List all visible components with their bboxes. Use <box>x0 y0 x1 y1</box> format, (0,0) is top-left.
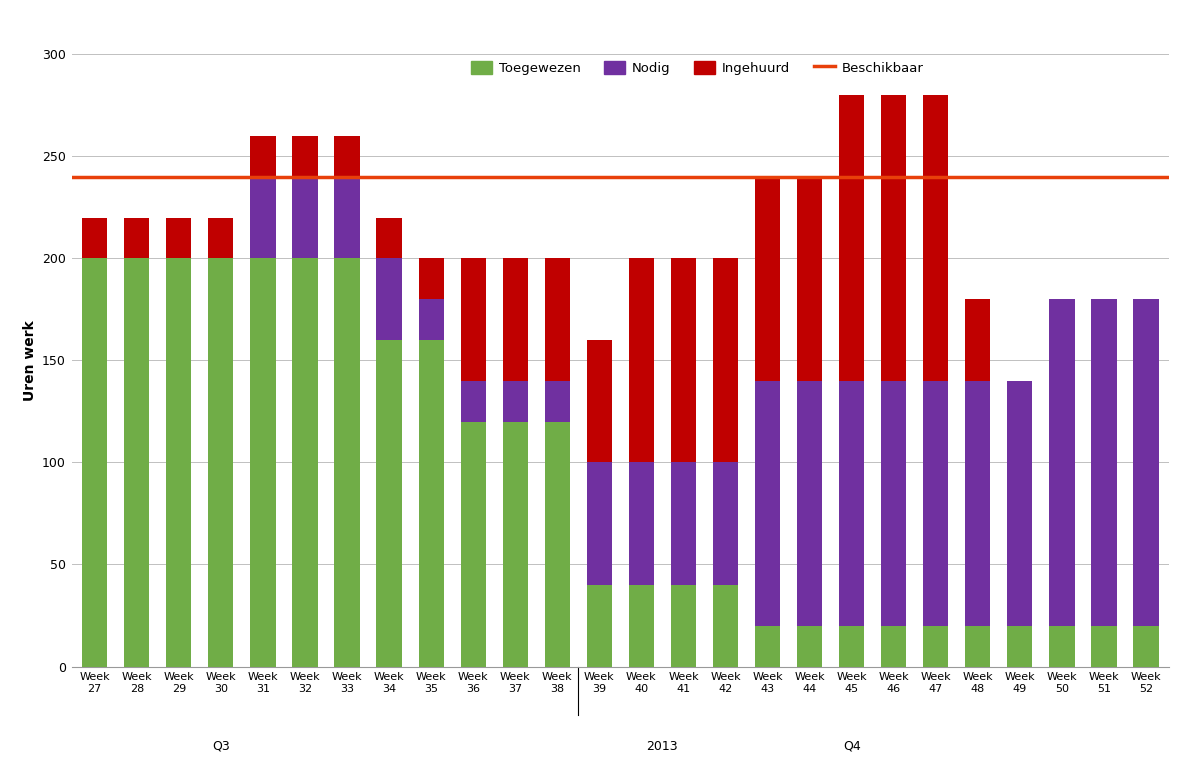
Bar <box>419 340 444 666</box>
Bar <box>755 381 780 625</box>
Bar <box>1092 625 1117 666</box>
Bar <box>209 258 234 666</box>
Bar <box>670 463 696 585</box>
Bar <box>587 585 612 666</box>
Bar <box>587 463 612 585</box>
Bar <box>334 136 359 177</box>
Bar <box>419 299 444 340</box>
Bar <box>1092 299 1117 625</box>
Bar <box>965 625 990 666</box>
Bar <box>882 381 907 625</box>
Bar <box>797 625 822 666</box>
Bar <box>713 585 738 666</box>
Bar <box>545 381 570 422</box>
Bar <box>502 422 527 666</box>
Bar <box>377 340 402 666</box>
Bar <box>251 258 276 666</box>
Bar <box>545 422 570 666</box>
Bar <box>670 585 696 666</box>
Bar <box>670 258 696 463</box>
Bar <box>965 381 990 625</box>
Bar <box>502 381 527 422</box>
Bar <box>377 258 402 340</box>
Bar <box>755 177 780 381</box>
Bar <box>292 177 317 258</box>
Bar <box>797 177 822 381</box>
Bar <box>1007 381 1032 625</box>
Bar <box>334 177 359 258</box>
Bar <box>502 258 527 381</box>
Bar <box>965 299 990 381</box>
Bar <box>839 381 864 625</box>
Bar <box>82 218 107 258</box>
Bar <box>124 218 149 258</box>
Bar <box>1007 625 1032 666</box>
Legend: Toegewezen, Nodig, Ingehuurd, Beschikbaar: Toegewezen, Nodig, Ingehuurd, Beschikbaa… <box>471 61 923 74</box>
Bar <box>923 381 948 625</box>
Bar <box>923 95 948 381</box>
Bar <box>460 258 486 381</box>
Text: Q4: Q4 <box>842 740 860 753</box>
Bar <box>1050 625 1075 666</box>
Y-axis label: Uren werk: Uren werk <box>23 320 37 401</box>
Bar <box>166 258 191 666</box>
Bar <box>124 258 149 666</box>
Bar <box>923 625 948 666</box>
Bar <box>629 463 654 585</box>
Bar <box>587 340 612 463</box>
Bar <box>377 218 402 258</box>
Bar <box>755 625 780 666</box>
Bar <box>251 136 276 177</box>
Bar <box>1133 625 1158 666</box>
Bar <box>251 177 276 258</box>
Text: Q3: Q3 <box>212 740 230 753</box>
Bar <box>545 258 570 381</box>
Bar <box>460 381 486 422</box>
Bar <box>629 258 654 463</box>
Bar <box>797 381 822 625</box>
Bar <box>82 258 107 666</box>
Bar <box>629 585 654 666</box>
Bar <box>713 463 738 585</box>
Bar <box>460 422 486 666</box>
Bar <box>882 625 907 666</box>
Bar <box>1050 299 1075 625</box>
Bar <box>839 95 864 381</box>
Text: 2013: 2013 <box>647 740 679 753</box>
Bar <box>292 258 317 666</box>
Bar <box>166 218 191 258</box>
Bar <box>713 258 738 463</box>
Bar <box>419 258 444 299</box>
Bar <box>1133 299 1158 625</box>
Bar <box>292 136 317 177</box>
Bar <box>839 625 864 666</box>
Bar <box>334 258 359 666</box>
Bar <box>209 218 234 258</box>
Bar <box>882 95 907 381</box>
